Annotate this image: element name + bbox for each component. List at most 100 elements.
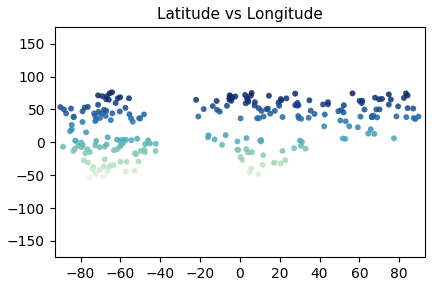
Point bbox=[123, 160, 130, 164]
Point bbox=[361, 107, 368, 112]
Point bbox=[404, 93, 411, 98]
Point bbox=[122, 137, 129, 142]
Point bbox=[229, 96, 236, 100]
Point bbox=[320, 102, 327, 107]
Point bbox=[103, 97, 110, 102]
Point bbox=[393, 114, 400, 119]
Point bbox=[193, 97, 200, 102]
Point bbox=[257, 138, 264, 143]
Point bbox=[100, 164, 107, 169]
Point bbox=[403, 115, 410, 120]
Point bbox=[256, 116, 263, 120]
Point bbox=[152, 141, 159, 146]
Point bbox=[239, 158, 246, 162]
Point bbox=[92, 119, 99, 123]
Point bbox=[357, 114, 364, 119]
Point bbox=[354, 125, 361, 130]
Point bbox=[307, 108, 314, 113]
Point bbox=[68, 123, 75, 127]
Point bbox=[122, 105, 129, 110]
Point bbox=[337, 118, 344, 123]
Point bbox=[270, 160, 277, 165]
Point bbox=[104, 169, 111, 174]
Point bbox=[104, 135, 111, 140]
Point bbox=[68, 127, 75, 132]
Point bbox=[67, 129, 73, 134]
Point bbox=[295, 114, 302, 118]
Point bbox=[84, 147, 91, 151]
Point bbox=[114, 96, 121, 101]
Point bbox=[248, 166, 255, 171]
Point bbox=[101, 107, 108, 112]
Point bbox=[243, 147, 250, 151]
Point bbox=[95, 93, 102, 98]
Point bbox=[378, 96, 385, 101]
Point bbox=[122, 169, 129, 174]
Point bbox=[298, 117, 305, 121]
Point bbox=[134, 137, 141, 141]
Title: Latitude vs Longitude: Latitude vs Longitude bbox=[157, 7, 323, 22]
Point bbox=[283, 96, 290, 101]
Point bbox=[295, 103, 302, 108]
Point bbox=[60, 144, 67, 149]
Point bbox=[117, 138, 124, 143]
Point bbox=[291, 146, 298, 151]
Point bbox=[260, 114, 267, 119]
Point bbox=[264, 106, 271, 111]
Point bbox=[368, 115, 375, 120]
Point bbox=[96, 116, 103, 120]
Point bbox=[275, 100, 282, 105]
Point bbox=[412, 117, 419, 121]
Point bbox=[388, 97, 394, 102]
Point bbox=[129, 120, 136, 124]
Point bbox=[136, 116, 143, 121]
Point bbox=[404, 106, 411, 111]
Point bbox=[359, 98, 365, 103]
Point bbox=[321, 112, 328, 117]
Point bbox=[70, 114, 77, 119]
Point bbox=[78, 145, 85, 149]
Point bbox=[98, 111, 105, 116]
Point bbox=[259, 162, 266, 167]
Point bbox=[81, 105, 88, 110]
Point bbox=[228, 98, 235, 103]
Point bbox=[226, 98, 233, 102]
Point bbox=[137, 116, 144, 121]
Point bbox=[84, 105, 91, 109]
Point bbox=[385, 92, 392, 97]
Point bbox=[258, 138, 265, 142]
Point bbox=[263, 107, 270, 112]
Point bbox=[95, 103, 102, 107]
Point bbox=[376, 107, 383, 112]
Point bbox=[251, 100, 258, 105]
Point bbox=[120, 141, 127, 145]
Point bbox=[374, 115, 381, 120]
Point bbox=[367, 127, 374, 132]
Point bbox=[60, 107, 67, 112]
Point bbox=[296, 138, 303, 143]
Point bbox=[223, 104, 230, 108]
Point bbox=[245, 150, 251, 155]
Point bbox=[246, 170, 253, 175]
Point bbox=[116, 109, 123, 114]
Point bbox=[375, 97, 382, 102]
Point bbox=[99, 94, 106, 98]
Point bbox=[294, 101, 301, 105]
Point bbox=[117, 144, 124, 149]
Point bbox=[79, 143, 86, 147]
Point bbox=[254, 116, 260, 121]
Point bbox=[114, 137, 121, 142]
Point bbox=[370, 113, 377, 118]
Point bbox=[306, 98, 313, 103]
Point bbox=[210, 104, 216, 108]
Point bbox=[267, 111, 273, 116]
Point bbox=[255, 172, 262, 177]
Point bbox=[400, 96, 407, 100]
Point bbox=[79, 109, 86, 114]
Point bbox=[109, 111, 116, 116]
Point bbox=[271, 160, 278, 165]
Point bbox=[86, 175, 93, 180]
Point bbox=[105, 165, 112, 170]
Point bbox=[340, 110, 347, 115]
Point bbox=[131, 168, 138, 173]
